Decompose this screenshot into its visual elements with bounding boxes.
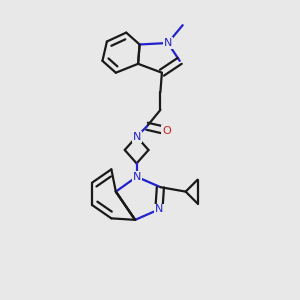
Text: O: O bbox=[162, 126, 171, 136]
Text: N: N bbox=[155, 204, 163, 214]
Text: N: N bbox=[132, 172, 141, 182]
Text: N: N bbox=[132, 132, 141, 142]
Text: N: N bbox=[164, 38, 172, 48]
